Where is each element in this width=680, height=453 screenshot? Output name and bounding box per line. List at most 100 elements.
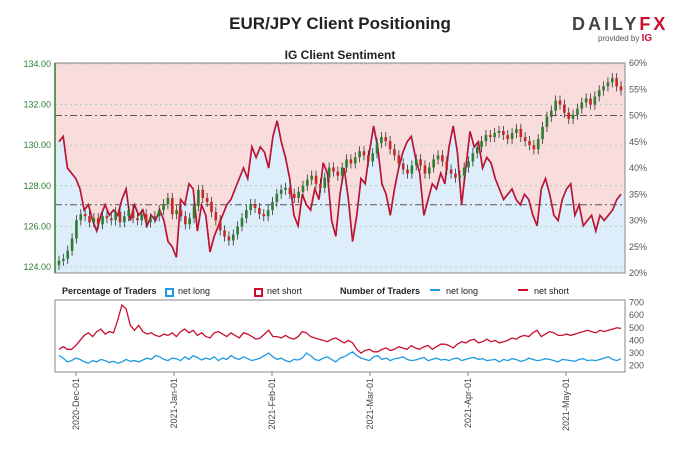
candle-body	[258, 208, 261, 215]
pct-tick-label: 45%	[629, 137, 647, 147]
candle-body	[70, 238, 74, 251]
candle-body	[436, 155, 440, 160]
net-short-count-line	[58, 303, 622, 354]
candle-body	[231, 234, 235, 241]
candle-body	[149, 218, 152, 223]
candle-body	[475, 147, 479, 154]
candle-body	[545, 116, 549, 127]
candle-body	[445, 161, 449, 170]
candle-body	[292, 193, 296, 198]
candle-body	[310, 175, 313, 180]
candle-body	[205, 197, 209, 202]
candle-body	[245, 210, 248, 219]
net-short-pct-line	[58, 120, 622, 258]
candle-body	[275, 193, 279, 202]
pct-tick-label: 50%	[629, 111, 647, 121]
x-tick-label: 2021-Jan-01	[169, 378, 179, 429]
candle-body	[210, 201, 213, 213]
candle-body	[236, 226, 239, 235]
candle-body	[92, 218, 96, 223]
candle-body	[109, 218, 113, 221]
candle-body	[301, 185, 305, 192]
price-tick-label: 134.00	[23, 59, 51, 69]
price-tick-label: 132.00	[23, 100, 51, 110]
candle-body	[162, 204, 165, 211]
candle-body	[493, 133, 496, 138]
legend-long-box-icon	[165, 288, 174, 297]
net-long-count-line	[58, 350, 622, 364]
candle-body	[271, 201, 274, 211]
candle-body	[327, 167, 331, 178]
candle-body	[384, 137, 388, 142]
x-tick-label: 2021-Mar-01	[365, 378, 375, 430]
candle-body	[197, 189, 200, 207]
candle-body	[349, 159, 353, 164]
candle-body	[284, 187, 287, 190]
candle-body	[340, 167, 344, 176]
candle-body	[62, 258, 65, 261]
candle-body	[375, 143, 379, 154]
candle-body	[528, 141, 531, 146]
pct-tick-label: 55%	[629, 84, 647, 94]
candle-body	[353, 157, 357, 164]
candle-body	[314, 175, 318, 184]
legend-pct-short-label: net short	[267, 286, 303, 296]
price-tick-label: 126.00	[23, 221, 51, 231]
candle-body	[380, 137, 383, 144]
candle-body	[554, 100, 557, 111]
candle-body	[306, 179, 309, 186]
candle-body	[105, 216, 109, 219]
candle-body	[96, 218, 100, 225]
candle-body	[184, 216, 187, 225]
price-tick-label: 124.00	[23, 262, 51, 272]
net-short-area	[55, 63, 625, 258]
candle-body	[393, 149, 396, 156]
legend-pct-long: net long	[165, 286, 210, 297]
logo-brand: DAILYFX	[572, 14, 672, 35]
legend-num-long: net long	[430, 286, 478, 296]
chart-title: EUR/JPY Client Positioning	[229, 14, 451, 33]
logo-brand-b: FX	[639, 14, 669, 34]
candle-body	[57, 260, 61, 265]
candle-body	[266, 210, 270, 217]
candle-body	[449, 169, 453, 174]
candle-body	[458, 175, 462, 178]
candle-body	[397, 155, 401, 164]
candle-body	[332, 167, 335, 172]
candle-body	[362, 151, 366, 156]
candle-body	[615, 78, 618, 87]
logo-provided-text: provided by	[598, 34, 640, 43]
candle-body	[140, 214, 144, 221]
candle-body	[371, 153, 374, 162]
candle-body	[488, 135, 492, 138]
candle-body	[523, 137, 527, 142]
candle-body	[606, 82, 610, 87]
price-tick-label: 130.00	[23, 140, 51, 150]
count-tick-label: 200	[629, 361, 644, 371]
legend-num-short: net short	[518, 286, 569, 296]
candle-body	[567, 112, 571, 119]
candle-body	[519, 128, 523, 138]
candle-body	[367, 155, 370, 162]
candle-body	[75, 220, 78, 239]
candle-body	[414, 159, 418, 166]
candle-body	[153, 216, 157, 219]
candle-body	[227, 236, 231, 241]
legend-short-box-icon	[254, 288, 263, 297]
candle-body	[597, 90, 601, 97]
candle-body	[515, 128, 518, 133]
candle-body	[576, 108, 579, 115]
count-tick-label: 700	[629, 298, 644, 308]
candle-body	[401, 163, 405, 170]
candle-body	[610, 78, 614, 83]
candle-body	[157, 210, 161, 217]
candle-body	[323, 177, 327, 188]
candle-body	[536, 139, 540, 150]
candle-body	[336, 171, 340, 176]
candle-body	[532, 145, 536, 150]
candle-body	[249, 204, 253, 211]
candle-body	[201, 189, 205, 198]
x-tick-label: 2021-Feb-01	[267, 378, 277, 430]
candle-body	[144, 214, 148, 223]
candle-body	[88, 216, 91, 223]
